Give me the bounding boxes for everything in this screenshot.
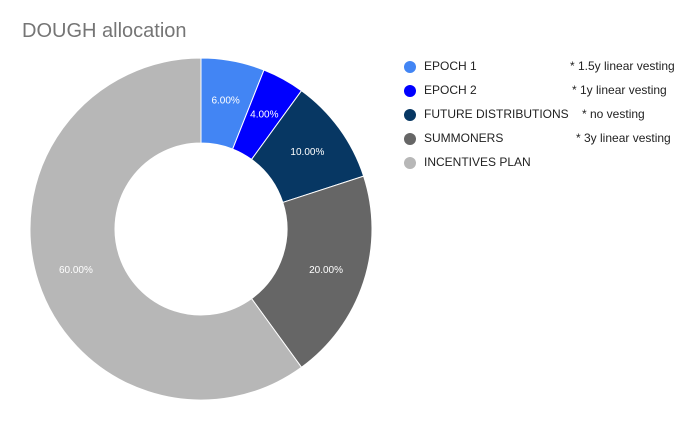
legend-label: EPOCH 2 <box>424 83 477 97</box>
slice-label: 6.00% <box>211 95 239 106</box>
chart-title: DOUGH allocation <box>22 20 187 42</box>
legend-label: INCENTIVES PLAN <box>424 155 531 169</box>
slice-label: 20.00% <box>309 265 343 276</box>
legend-item-incentives-plan[interactable]: INCENTIVES PLAN <box>404 152 694 176</box>
legend-label: SUMMONERS <box>424 131 504 145</box>
legend-swatch <box>404 109 416 121</box>
legend-label: EPOCH 1 <box>424 59 477 73</box>
donut-slices <box>29 57 373 401</box>
legend-swatch <box>404 61 416 73</box>
legend-item-epoch-1[interactable]: EPOCH 1 * 1.5y linear vesting <box>404 56 694 80</box>
slice-summoners[interactable] <box>250 175 373 369</box>
legend-note: * 3y linear vesting <box>576 131 671 145</box>
slice-label: 4.00% <box>250 109 278 120</box>
slice-label: 60.00% <box>59 265 93 276</box>
legend-swatch <box>404 157 416 169</box>
legend-item-summoners[interactable]: SUMMONERS * 3y linear vesting <box>404 128 694 152</box>
slice-labels: 6.00% 4.00% 10.00% 20.00% 60.00% <box>59 95 343 276</box>
legend-item-epoch-2[interactable]: EPOCH 2 * 1y linear vesting <box>404 80 694 104</box>
slice-incentives-plan[interactable] <box>29 57 303 401</box>
legend-note: * 1.5y linear vesting <box>570 59 675 73</box>
legend-note: * 1y linear vesting <box>572 83 667 97</box>
legend-swatch <box>404 133 416 145</box>
legend-note: * no vesting <box>582 107 645 121</box>
legend: EPOCH 1 * 1.5y linear vesting EPOCH 2 * … <box>404 56 694 176</box>
legend-swatch <box>404 85 416 97</box>
legend-item-future-distributions[interactable]: FUTURE DISTRIBUTIONS * no vesting <box>404 104 694 128</box>
legend-label: FUTURE DISTRIBUTIONS <box>424 107 569 121</box>
slice-label: 10.00% <box>290 147 324 158</box>
